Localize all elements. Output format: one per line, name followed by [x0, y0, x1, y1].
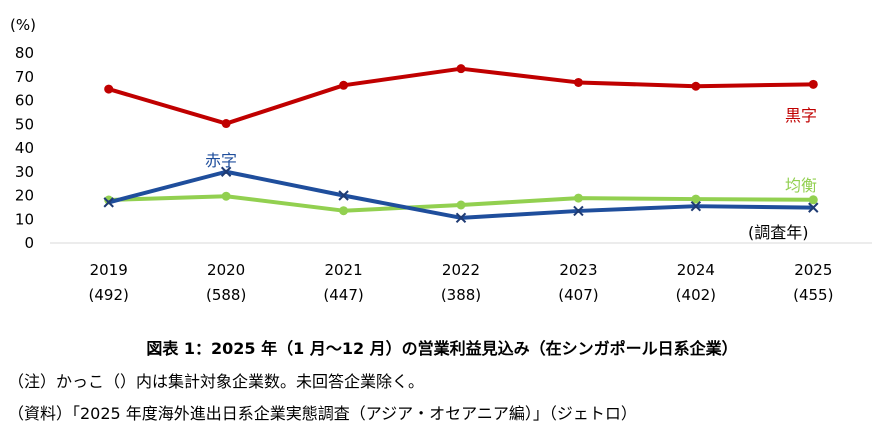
- figure-note: （注）かっこ（）内は集計対象企業数。未回答企業除く。: [8, 372, 425, 391]
- series-name-label: 均衡: [785, 176, 817, 195]
- y-tick-label: 0: [24, 234, 34, 252]
- data-point: [220, 166, 232, 177]
- x-tick-count-label: (492): [89, 286, 129, 304]
- data-point: [339, 206, 349, 216]
- data-point: [456, 64, 466, 74]
- data-point: [808, 202, 819, 213]
- data-point: [808, 195, 818, 205]
- data-point: [691, 194, 701, 204]
- x-tick-count-label: (447): [323, 286, 363, 304]
- y-tick-label: 40: [15, 139, 34, 157]
- x-tick-count-label: (588): [206, 286, 246, 304]
- data-point: [339, 80, 349, 90]
- y-tick-label: 30: [15, 163, 34, 181]
- data-point: [573, 77, 583, 87]
- x-tick-count-label: (407): [558, 286, 598, 304]
- figure-source: （資料）「2025 年度海外進出日系企業実態調査（アジア・オセアニア編）」（ジェ…: [8, 404, 637, 423]
- x-tick-label: 2019: [90, 261, 128, 279]
- data-point: [573, 193, 583, 203]
- data-point: [573, 205, 584, 217]
- survey-year-annotation: (調査年): [748, 223, 809, 242]
- y-tick-label: 50: [15, 115, 34, 133]
- line-chart: (%) 0 10 20 30 40 50 60 70 80 2019 (492) 2020 (588)…: [10, 16, 872, 304]
- series-line: [108, 66, 814, 126]
- data-point: [221, 191, 231, 201]
- y-tick-label: 10: [15, 210, 34, 228]
- x-tick-count-label: (402): [676, 286, 716, 304]
- x-tick-count-label: (388): [441, 286, 481, 304]
- figure-caption-title: 図表 1：2025 年（1 月～12 月）の営業利益見込み（在シンガポール日系企…: [146, 339, 738, 358]
- data-point: [221, 119, 231, 129]
- y-tick-label: 80: [15, 44, 34, 62]
- x-axis-ticks: 2019 (492) 2020 (588) 2021 (447) 2022 (388) 2023…: [89, 261, 834, 304]
- x-tick-label: 2024: [677, 261, 715, 279]
- x-tick-label: 2025: [794, 261, 832, 279]
- x-tick-count-label: (455): [793, 286, 833, 304]
- data-point: [691, 81, 701, 91]
- x-tick-label: 2022: [442, 261, 480, 279]
- y-tick-label: 20: [15, 187, 34, 205]
- data-point: [104, 84, 114, 94]
- series-group: [103, 64, 819, 224]
- y-axis-unit-label: (%): [10, 16, 36, 34]
- series-name-label: 黒字: [785, 106, 817, 125]
- data-point: [690, 200, 702, 212]
- series-name-label: 赤字: [205, 151, 237, 170]
- data-point: [103, 197, 114, 208]
- data-point: [456, 200, 466, 210]
- x-tick-label: 2020: [207, 261, 245, 279]
- x-tick-label: 2021: [324, 261, 362, 279]
- data-point: [338, 190, 349, 201]
- x-tick-label: 2023: [559, 261, 597, 279]
- y-axis-ticks: 0 10 20 30 40 50 60 70 80: [15, 44, 34, 252]
- y-tick-label: 70: [15, 68, 34, 86]
- data-point: [808, 79, 818, 89]
- data-point: [455, 212, 467, 224]
- y-tick-label: 60: [15, 92, 34, 110]
